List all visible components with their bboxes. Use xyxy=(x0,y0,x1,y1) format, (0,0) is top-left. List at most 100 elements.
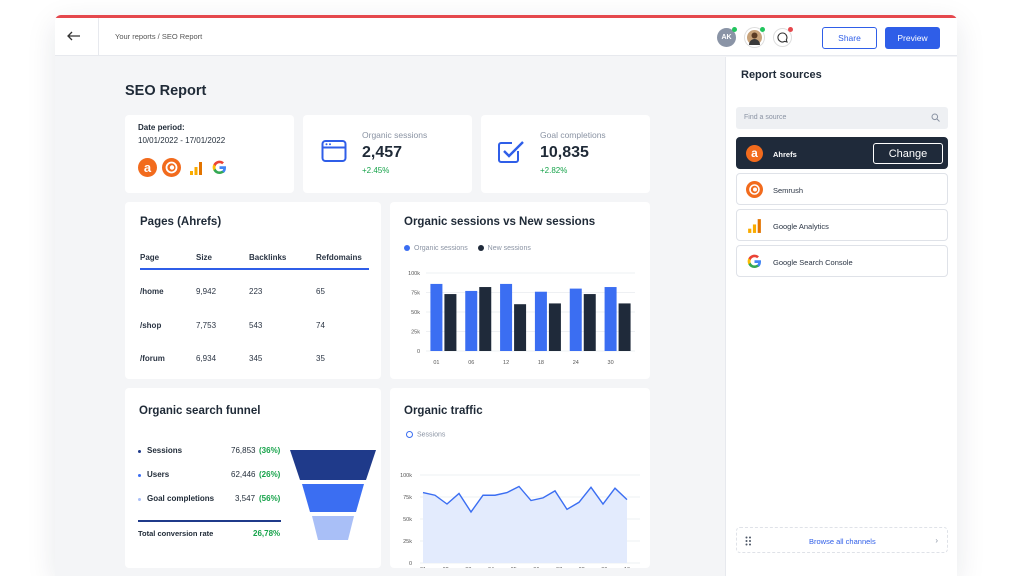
y-tick-label: 75k xyxy=(403,495,412,501)
bar xyxy=(569,288,582,351)
bar-chart-card: Organic sessions vs New sessions Organic… xyxy=(390,202,650,379)
search-placeholder: Find a source xyxy=(744,114,787,121)
back-arrow-icon[interactable] xyxy=(67,28,87,44)
x-tick-label: 18 xyxy=(538,360,544,366)
page-title: SEO Report xyxy=(125,83,207,99)
x-tick-label: 05 xyxy=(511,567,517,568)
y-tick-label: 75k xyxy=(411,291,420,297)
funnel-value: 62,446 xyxy=(231,470,256,479)
bullet xyxy=(138,474,141,477)
legend-label: New sessions xyxy=(487,245,531,252)
google-search-console-icon xyxy=(211,159,228,176)
area-chart: 0 25k 50k 75k 100k 01 02 03 04 05 06 07 08 09 10 xyxy=(400,473,640,568)
column-header-size[interactable]: Size xyxy=(196,253,213,262)
legend-swatch xyxy=(404,245,410,252)
source-item-google-analytics[interactable]: Google Analytics xyxy=(736,209,948,241)
x-tick-label: 04 xyxy=(488,567,494,568)
bar xyxy=(583,294,596,351)
source-label: Google Analytics xyxy=(773,222,829,231)
cell-size: 7,753 xyxy=(196,321,217,330)
y-tick-label: 25k xyxy=(411,330,420,336)
comments-icon[interactable] xyxy=(773,28,792,47)
funnel-stage-sessions xyxy=(290,450,376,480)
source-item-semrush[interactable]: Semrush xyxy=(736,173,948,205)
x-tick-label: 07 xyxy=(556,567,562,568)
date-period-value[interactable]: 10/01/2022 - 17/01/2022 xyxy=(138,136,226,145)
checkbox-checked-icon xyxy=(497,139,525,170)
pages-table-card: Pages (Ahrefs) Page Size Backlinks Refdo… xyxy=(125,202,381,379)
y-tick-label: 100k xyxy=(400,473,412,479)
legend-label: Organic sessions xyxy=(414,245,468,252)
bar xyxy=(618,303,631,351)
avatar[interactable]: AK xyxy=(717,28,736,47)
bullet xyxy=(138,498,141,501)
bar xyxy=(465,290,478,351)
funnel-card: Organic search funnel Sessions 76,853 (3… xyxy=(125,388,381,568)
funnel-stage-users xyxy=(302,484,364,512)
source-item-ahrefs[interactable]: a Ahrefs Change xyxy=(736,137,948,169)
kpi-label: Goal completions xyxy=(540,130,606,140)
change-source-button[interactable]: Change xyxy=(873,143,943,164)
kpi-value: 2,457 xyxy=(362,144,403,161)
funnel-percent: (56%) xyxy=(259,494,281,503)
bar xyxy=(444,294,457,351)
grid-icon xyxy=(745,536,751,546)
x-tick-label: 09 xyxy=(601,567,607,568)
x-tick-label: 02 xyxy=(443,567,449,568)
google-analytics-icon xyxy=(746,217,763,234)
share-button[interactable]: Share xyxy=(822,27,877,49)
source-label: Semrush xyxy=(773,186,804,195)
x-tick-label: 30 xyxy=(608,360,614,366)
browse-all-channels-button[interactable]: Browse all channels › xyxy=(736,527,948,553)
bullet xyxy=(138,450,141,453)
funnel-label: Goal completions xyxy=(147,494,215,503)
cell-size: 6,934 xyxy=(196,354,217,363)
source-label: Google Search Console xyxy=(773,258,853,267)
y-tick-label: 0 xyxy=(409,561,412,567)
panel-title: Report sources xyxy=(741,69,822,81)
area-fill xyxy=(423,486,627,563)
card-title: Organic search funnel xyxy=(139,405,261,417)
source-search-input[interactable]: Find a source xyxy=(736,107,948,129)
y-tick-label: 100k xyxy=(408,271,420,277)
column-header-refdomains[interactable]: Refdomains xyxy=(316,253,362,262)
bar xyxy=(514,304,527,351)
report-sources-panel: Report sources Find a source a Ahrefs Ch… xyxy=(725,57,957,576)
avatar-photo[interactable] xyxy=(745,28,764,47)
funnel-graphic xyxy=(290,450,376,540)
semrush-icon xyxy=(162,158,181,177)
x-tick-label: 10 xyxy=(624,567,630,568)
source-label: Ahrefs xyxy=(773,150,797,159)
bar xyxy=(604,287,617,351)
breadcrumb[interactable]: Your reports / SEO Report xyxy=(115,32,203,41)
source-item-google-search-console[interactable]: Google Search Console xyxy=(736,245,948,277)
google-analytics-icon xyxy=(188,160,204,176)
cell-refdomains: 65 xyxy=(316,287,325,296)
series-line xyxy=(422,485,628,514)
x-tick-label: 12 xyxy=(503,360,509,366)
ahrefs-icon: a xyxy=(746,145,763,162)
y-tick-label: 25k xyxy=(403,539,412,545)
semrush-icon xyxy=(746,181,763,198)
preview-button[interactable]: Preview xyxy=(885,27,940,49)
y-tick-label: 50k xyxy=(411,310,420,316)
x-tick-label: 01 xyxy=(433,360,439,366)
search-icon xyxy=(931,113,940,122)
online-status-dot xyxy=(760,27,765,32)
kpi-card-organic-sessions: Organic sessions 2,457 +2.45% xyxy=(303,115,472,193)
funnel-value: 3,547 xyxy=(235,494,256,503)
funnel-label: Sessions xyxy=(147,446,183,455)
chart-title: Organic sessions vs New sessions xyxy=(404,216,596,228)
funnel-percent: (26%) xyxy=(259,470,281,479)
x-tick-label: 24 xyxy=(573,360,579,366)
column-header-backlinks[interactable]: Backlinks xyxy=(249,253,287,262)
cell-size: 9,942 xyxy=(196,287,217,296)
chevron-right-icon: › xyxy=(935,536,938,545)
bar xyxy=(430,283,443,351)
cell-refdomains: 74 xyxy=(316,321,325,330)
cell-page: /home xyxy=(140,287,164,296)
column-header-page[interactable]: Page xyxy=(140,253,160,262)
kpi-card-goal-completions: Goal completions 10,835 +2.82% xyxy=(481,115,650,193)
bar xyxy=(500,283,513,351)
kpi-delta: +2.82% xyxy=(540,166,568,175)
